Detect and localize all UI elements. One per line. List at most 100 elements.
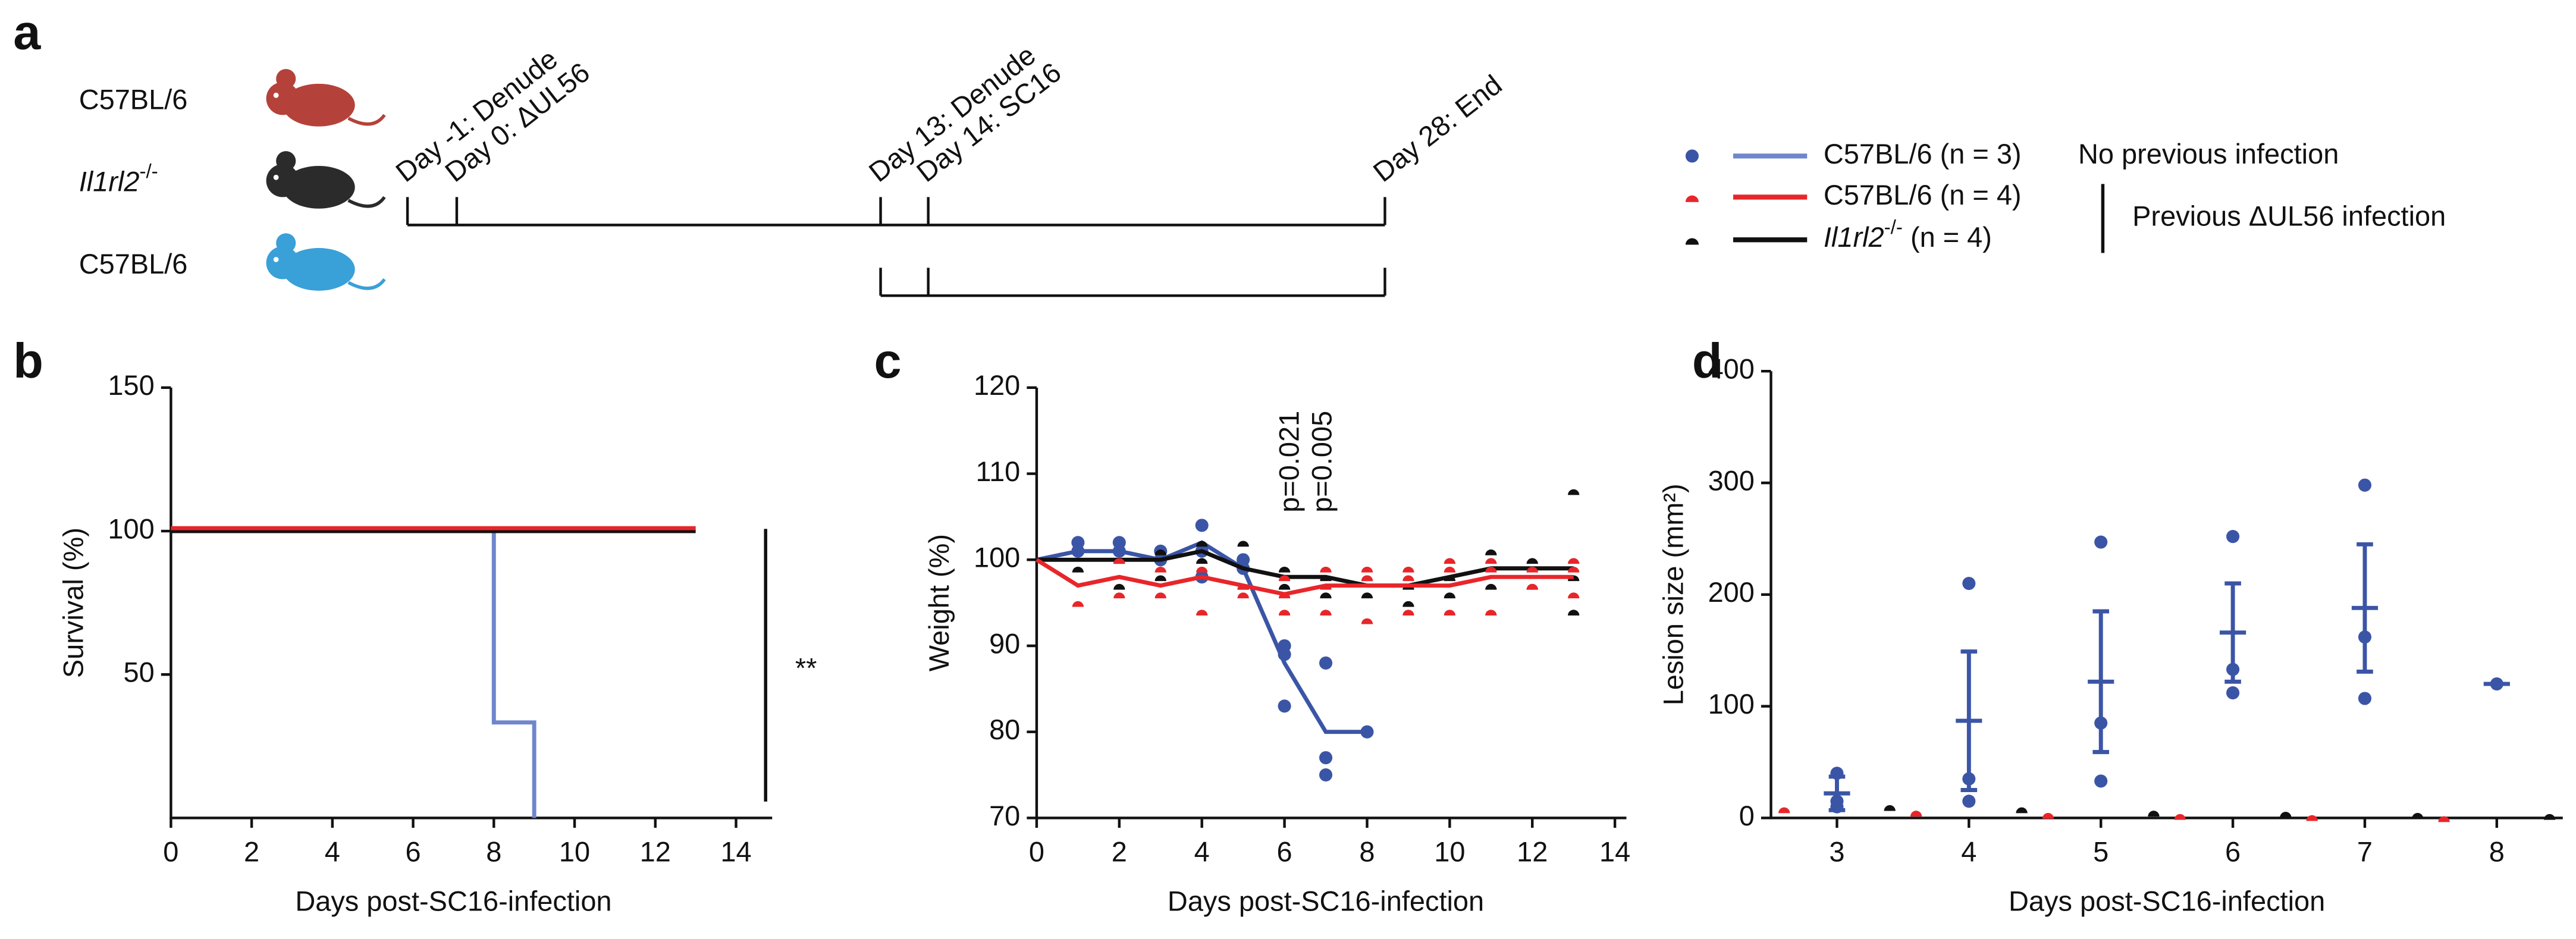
data-point [1962,576,1976,591]
legend-text: C57BL/6 (n = 4) [1824,179,2022,211]
data-point [2358,478,2371,492]
data-point [1071,536,1085,549]
mouse-eye [273,174,279,180]
data-point [1113,592,1125,599]
data-point [1320,566,1332,573]
mouse-head [266,246,299,279]
data-point [2016,807,2028,814]
y-axis-label: Survival (%) [58,527,89,678]
x-tick-label: 6 [406,836,421,868]
timeline [406,197,1386,297]
data-point [2306,815,2318,821]
mouse-eye [273,256,279,262]
data-point [2042,813,2054,819]
x-tick-label: 0 [1029,836,1044,868]
legend-note: Previous ΔUL56 infection [2132,200,2446,232]
data-point [1962,794,1976,808]
data-point [1154,592,1166,599]
panel-label: b [13,333,43,388]
mouse-tail [347,278,386,290]
x-tick-label: 6 [2225,836,2241,868]
data-point [1113,558,1125,564]
data-point [1526,558,1538,564]
y-tick-label: 100 [974,542,1020,573]
data-point [1113,583,1125,590]
p-value: p=0.005 [1306,411,1338,513]
data-point [1568,489,1580,495]
data-point [1444,566,1456,573]
axis-line [1769,371,2563,819]
x-tick-label: 8 [2489,836,2505,868]
data-point [2094,774,2108,788]
y-tick-label: 120 [974,369,1020,401]
group-label-sup: -/- [139,161,158,183]
data-point [1237,553,1250,567]
data-point [2280,812,2292,818]
data-point [1884,805,1896,811]
data-point [2358,692,2371,705]
axis-line [170,387,773,819]
x-tick-label: 12 [640,836,671,868]
data-point [1319,768,1333,782]
group-label: C57BL/6 [79,248,188,279]
y-tick-label: 100 [108,513,154,544]
data-point [1154,549,1166,555]
x-axis-label: Days post-SC16-infection [2009,885,2325,916]
y-tick-label: 0 [1739,800,1755,831]
data-point [1278,575,1291,582]
data-point [2412,813,2424,819]
legend-marker [1685,238,1699,245]
data-point [1278,566,1291,573]
y-tick-label: 200 [1708,576,1755,608]
legend-name: Il1rl2 [1824,222,1884,253]
legend-marker [1685,195,1699,202]
x-tick-label: 2 [1112,836,1127,868]
data-point [1237,592,1249,599]
data-point [1237,541,1249,547]
x-tick-label: 6 [1277,836,1292,868]
x-axis-label: Days post-SC16-infection [1168,885,1484,916]
mouse-body [283,165,355,209]
x-axis-label: Days post-SC16-infection [295,885,611,916]
data-point [1444,592,1456,599]
data-point [2438,816,2450,822]
x-tick-label: 14 [1599,836,1630,868]
y-tick-label: 90 [989,627,1020,659]
data-point [1361,566,1373,573]
mouse-head [266,164,299,197]
data-point [1278,699,1291,713]
timeline-line [406,197,1386,227]
mouse-body [283,83,355,127]
data-point [1485,566,1497,573]
data-point [1526,566,1538,573]
panel-label: c [874,333,901,388]
x-tick-label: 3 [1829,836,1844,868]
mouse-icon [266,69,386,127]
data-point [2226,530,2240,544]
x-tick-label: 7 [2357,836,2373,868]
data-point [1072,566,1084,573]
mouse-body [283,248,355,291]
data-point [1278,583,1291,590]
mouse-ear [276,151,296,171]
data-point [1444,610,1456,616]
y-axis-label: Lesion size (mm²) [1658,483,1689,705]
data-point [2226,686,2240,700]
y-tick-label: 50 [124,657,155,688]
legend-suffix: (n = 4) [1903,222,1992,253]
data-point [1360,725,1374,739]
data-point [1402,566,1414,573]
x-tick-label: 12 [1517,836,1548,868]
legend-text: Il1rl2-/- (n = 4) [1824,216,1992,253]
data-point [1319,656,1333,670]
event-label: Day 28: End [1367,68,1508,188]
x-tick-label: 4 [325,836,340,868]
data-point [1910,811,1922,816]
data-point [1485,558,1497,564]
y-tick-label: 300 [1708,464,1755,496]
legend-marker [1685,149,1699,163]
data-point [1526,583,1538,590]
data-point [1361,575,1373,582]
x-tick-label: 2 [244,836,259,868]
